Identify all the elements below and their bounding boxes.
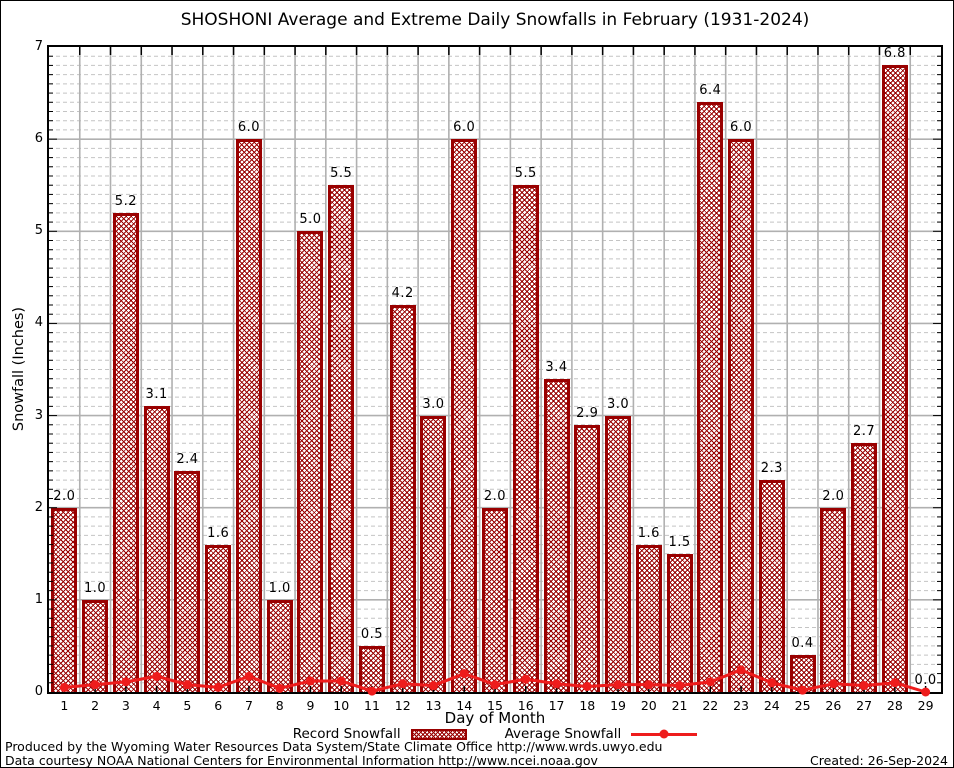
y-tick-label: 0 xyxy=(34,684,43,699)
bar-day-16 xyxy=(512,185,539,692)
chart-title: SHOSHONI Average and Extreme Daily Snowf… xyxy=(180,10,810,30)
x-tick-label: 2 xyxy=(91,698,100,713)
grid xyxy=(49,47,941,692)
bar-day-5 xyxy=(174,470,201,692)
y-tick-label: 4 xyxy=(34,315,43,331)
bar-day-8 xyxy=(266,599,293,692)
x-tick-label: 11 xyxy=(364,698,380,713)
legend-average-label: Average Snowfall xyxy=(504,726,622,742)
x-tick-label: 13 xyxy=(425,698,442,713)
x-tick-label: 23 xyxy=(733,698,750,713)
x-tick-label: 26 xyxy=(825,698,842,713)
bar-day-22 xyxy=(697,102,724,692)
x-tick-label: 27 xyxy=(856,698,873,713)
x-tick-label: 14 xyxy=(456,698,473,713)
bar-day-20 xyxy=(635,544,662,692)
legend: Record Snowfall Average Snowfall xyxy=(49,726,941,742)
x-tick-label: 29 xyxy=(917,698,934,713)
x-tick-label: 7 xyxy=(244,698,253,713)
x-tick-label: 19 xyxy=(610,698,626,713)
bar-day-24 xyxy=(758,480,785,692)
x-axis-title: Day of Month xyxy=(444,709,546,727)
x-tick-label: 24 xyxy=(763,698,780,713)
bar-day-27 xyxy=(851,443,878,692)
x-tick-label: 18 xyxy=(579,698,596,713)
bar-day-25 xyxy=(789,655,816,692)
bar-day-13 xyxy=(420,415,447,692)
bar-day-26 xyxy=(820,507,847,692)
legend-item-record: Record Snowfall xyxy=(293,726,467,742)
bar-day-3 xyxy=(112,212,139,692)
bar-day-14 xyxy=(451,139,478,692)
bar-day-1 xyxy=(51,507,78,692)
x-tick-label: 10 xyxy=(333,698,350,713)
bar-day-19 xyxy=(605,415,632,692)
bar-day-7 xyxy=(235,139,262,692)
x-tick-label: 16 xyxy=(517,698,534,713)
bar-day-9 xyxy=(297,231,324,692)
bar-day-10 xyxy=(328,185,355,692)
bar-day-18 xyxy=(574,424,601,692)
line-marker-dot-icon xyxy=(659,729,669,739)
record-snowfall-swatch-icon xyxy=(410,728,467,740)
y-tick-label: 1 xyxy=(34,591,43,607)
y-tick-label: 7 xyxy=(34,39,43,54)
bars-layer xyxy=(49,47,941,692)
x-tick-label: 25 xyxy=(794,698,811,713)
x-tick-label: 12 xyxy=(394,698,411,713)
average-snowfall-line-icon xyxy=(631,729,698,739)
created-date: Created: 26-Sep-2024 xyxy=(810,753,948,768)
x-tick-label: 22 xyxy=(702,698,719,713)
x-tick-label: 9 xyxy=(306,698,315,713)
x-tick-label: 17 xyxy=(548,698,565,713)
x-tick-label: 3 xyxy=(121,698,130,713)
plot-area: 2.0 1.0 5.2 3.1 2.4 1.6 6.0 1.0 5.0 5.5 0.5 4.2 3.0 6… xyxy=(49,46,941,697)
y-tick-label: 3 xyxy=(34,407,43,423)
bar-day-28 xyxy=(881,65,908,692)
bar-day-11 xyxy=(358,645,385,692)
y-tick-label: 2 xyxy=(34,499,43,515)
bar-day-23 xyxy=(728,139,755,692)
bar-day-17 xyxy=(543,378,570,692)
x-tick-label: 21 xyxy=(671,698,688,713)
legend-record-label: Record Snowfall xyxy=(292,726,401,742)
x-tick-label: 15 xyxy=(487,698,503,713)
x-tick-label: 28 xyxy=(886,698,903,713)
legend-item-average: Average Snowfall xyxy=(505,726,698,742)
bar-day-2 xyxy=(82,599,109,692)
x-tick-label: 8 xyxy=(275,698,284,713)
footer-attribution-1: Produced by the Wyoming Water Resources … xyxy=(5,739,663,754)
x-tick-label: 1 xyxy=(60,698,69,713)
y-tick-label: 5 xyxy=(34,223,43,239)
y-tick-label: 6 xyxy=(34,131,43,147)
bar-day-6 xyxy=(205,544,232,692)
x-tick-label: 6 xyxy=(214,698,223,713)
x-tick-label: 5 xyxy=(183,698,192,713)
bar-day-4 xyxy=(143,406,170,692)
bar-day-15 xyxy=(482,507,508,692)
x-tick-label: 20 xyxy=(640,698,657,713)
footer-attribution-2: Data courtesy NOAA National Centers for … xyxy=(5,753,598,768)
bar-day-12 xyxy=(389,305,416,692)
x-tick-label: 4 xyxy=(152,698,161,713)
bar-day-21 xyxy=(666,553,693,692)
